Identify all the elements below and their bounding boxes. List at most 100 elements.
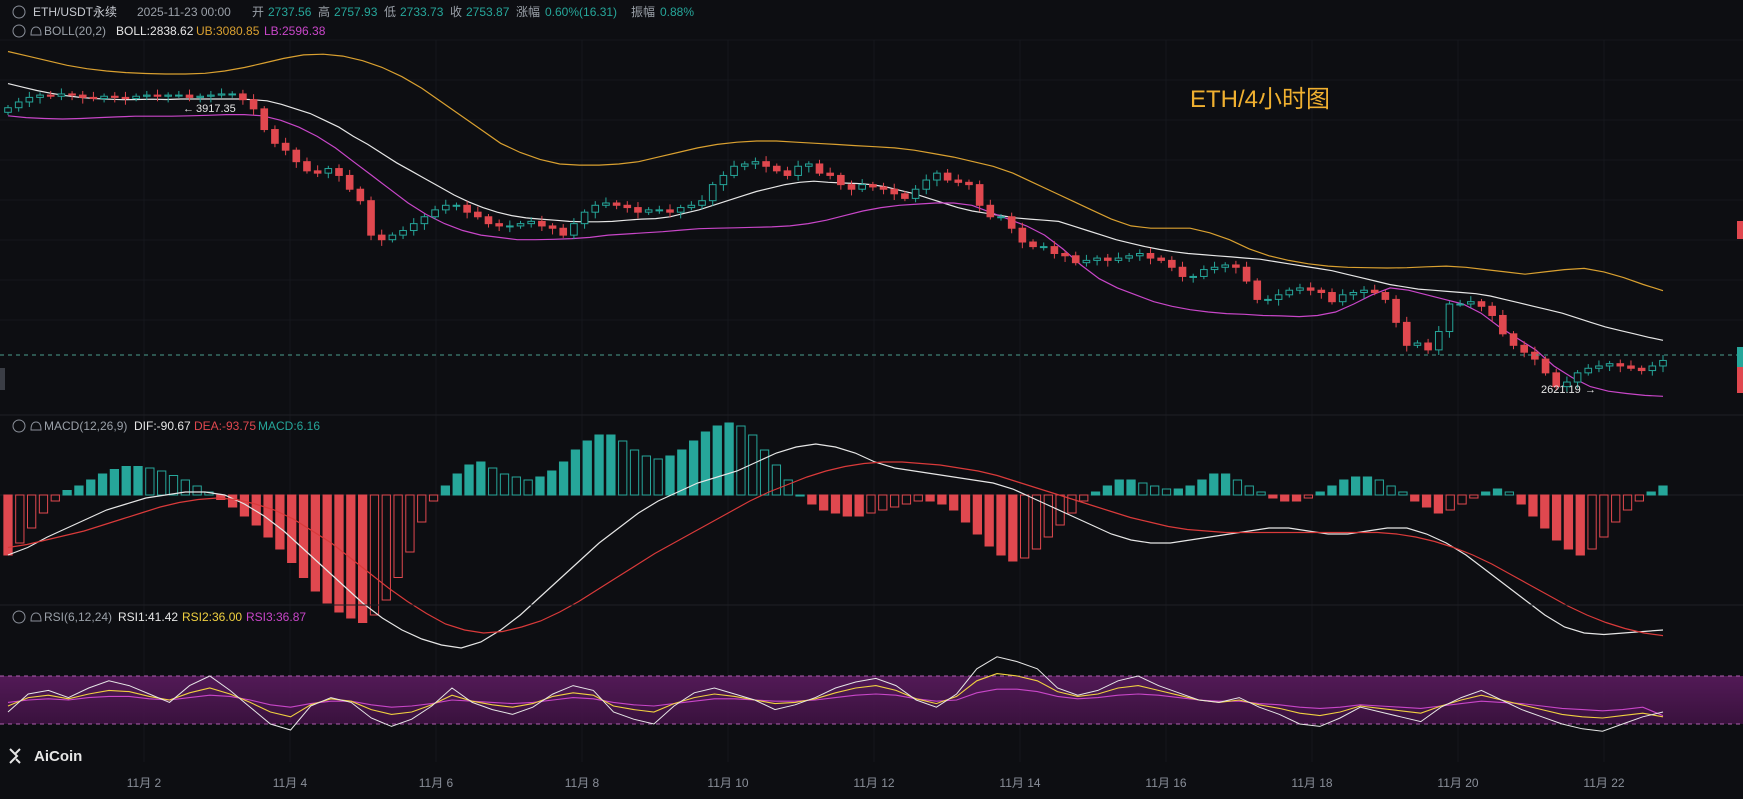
macd-histogram-bar [937,494,947,505]
candle-body [837,174,845,186]
boll-name: BOLL(20,2) [44,24,106,38]
candle-body [1477,301,1486,307]
macd-eye-icon[interactable] [12,419,26,433]
macd-histogram-bar [535,476,545,496]
candle-body [1402,321,1411,346]
macd-histogram-bar [1173,488,1183,496]
candle-body [965,181,973,186]
macd-histogram-bar [1161,488,1172,496]
candle-body [14,101,23,109]
macd-histogram-bar [972,494,982,535]
macd-bell-icon[interactable] [30,421,42,431]
macd-histogram-bar [523,479,533,496]
candle-body [1125,255,1133,259]
macd-legend: MACD(12,26,9) DIF:-90.67 DEA:-93.75 MACD… [12,419,320,433]
candle-body [1264,298,1272,301]
candle-body [1360,289,1368,294]
boll-bell-icon[interactable] [30,26,42,36]
macd-histogram-bar [629,449,640,496]
macd-histogram-bar [358,494,368,623]
candle-body [1039,246,1048,249]
candle-body [409,223,418,232]
macd-histogram-bar [665,455,675,496]
x-tick-label: 11月 16 [1145,776,1186,790]
x-tick-label: 11月 2 [127,776,162,790]
macd-histogram-bar [984,494,994,547]
candle-body [132,95,140,100]
macd-histogram-bar [1008,494,1018,562]
rsi-overbought-oversold-band [0,675,1743,725]
macd-histogram-bar [1481,491,1491,496]
macd-histogram-bar [393,494,403,578]
macd-histogram-bar [1126,479,1136,496]
macd-histogram-bar [15,494,25,544]
macd-histogram-bar [251,494,261,526]
macd-histogram-bar [1351,476,1361,496]
macd-histogram-bar [369,494,380,616]
x-axis: 11月 2 11月 4 11月 6 11月 8 11月 10 11月 12 11月 14 11… [127,776,1625,790]
candle-body [516,223,525,227]
candle-body [1317,289,1326,294]
macd-histogram-bar [570,449,581,496]
macd-histogram-bar [807,494,817,505]
macd-histogram-bar [547,470,557,496]
candles [4,88,1667,392]
left-collapse-handle[interactable] [0,368,5,390]
low-label: 低 [384,5,396,19]
macd-histogram-bar [1232,479,1243,496]
candle-body [644,209,653,213]
macd-histogram-bar [1268,494,1278,499]
x-tick-label: 11月 6 [419,776,454,790]
macd-histogram-bar [641,455,651,496]
candle-body [794,165,802,176]
boll-lb-value: LB:2596.38 [264,24,326,38]
candle-body [1509,333,1518,346]
boll-mid-value: BOLL:2838.62 [116,24,194,38]
candle-body [431,209,439,218]
candle-body [687,204,696,209]
x-tick-label: 11月 14 [999,776,1040,790]
candle-body [1082,259,1091,264]
candle-body [1541,358,1550,374]
high-marker-label: 3917.35 [196,103,236,115]
macd-histogram-bar [558,461,569,496]
macd-histogram-bar [1090,491,1101,496]
candle-body [1210,266,1219,271]
candle-body [1007,216,1016,229]
candle-body [473,211,482,218]
macd-histogram-bar [606,434,616,496]
candle-body [110,95,119,98]
candle-body [1424,342,1432,351]
candle-body [879,186,888,190]
candle-body [1168,259,1176,268]
macd-histogram-bar [1433,494,1444,514]
candle-body [719,174,728,186]
visibility-toggle-icon[interactable] [12,5,26,19]
candle-body [1659,359,1667,367]
candle-body [463,204,471,213]
macd-histogram-bar [1303,494,1313,499]
macd-histogram-bar [1067,494,1077,514]
candle-body [1573,372,1582,383]
macd-histogram-bar [1516,494,1526,505]
macd-histogram-bar [1469,494,1479,499]
candle-body [698,200,706,206]
rsi-eye-icon[interactable] [12,610,26,624]
macd-histogram-bar [74,485,84,496]
candle-body [228,93,237,96]
candle-body [740,163,749,167]
candle-body [1637,367,1646,372]
candle-body [1616,363,1625,367]
macd-histogram-bar [594,434,604,496]
macd-histogram-bar [1185,485,1195,496]
macd-histogram-bar [405,494,415,553]
macd-histogram-bar [618,440,628,496]
candle-body [933,172,941,181]
candle-body [954,179,963,183]
boll-eye-icon[interactable] [12,24,26,38]
rsi-bell-icon[interactable] [30,612,42,622]
candle-body [762,161,770,167]
macd-histogram-bar [819,494,829,511]
boll-ub-value: UB:3080.85 [196,24,260,38]
candle-body [1349,292,1358,296]
